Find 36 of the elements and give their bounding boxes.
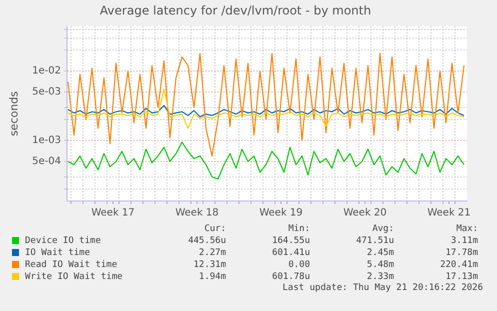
text: 2.33m [366,271,394,283]
legend-label: Write IO Wait time [24,271,124,283]
text: 601.41u [271,247,310,259]
text: 12.31m [192,259,226,271]
y-tick-label: 1e-03 [32,135,61,146]
text: 1.94m [198,271,226,283]
legend-label: Device IO time [24,235,102,247]
x-tick-label: Week 17 [91,208,135,219]
y-tick-label: 5e-04 [32,156,61,168]
chart-title: Average latency for /dev/lvm/root - by month [100,3,372,18]
text: 17.78m [444,247,478,259]
text: Last update: Thu May 21 20:16:22 2026 [282,283,483,293]
text: 17.13m [444,271,478,283]
legend-label: IO Wait time [24,247,92,259]
text: 445.56u [187,235,226,247]
x-tick-label: Week 19 [259,208,303,219]
text: 2.45m [366,247,394,259]
x-tick-label: Week 21 [427,208,471,219]
text: 471.51u [355,235,394,247]
text: Max: [455,223,478,235]
text: 220.41m [439,259,478,271]
text: 3.11m [450,235,478,247]
y-axis-title: seconds [7,90,20,136]
text: 2.27m [198,247,226,259]
x-tick-label: Week 18 [175,208,219,219]
text: Avg: [371,223,394,235]
x-tick-label: Week 20 [343,208,387,219]
text: 164.55u [271,235,310,247]
text: 5.48m [366,259,394,271]
text: Cur: [203,223,226,235]
text: 0.00 [287,259,310,271]
text: Min: [287,223,310,235]
y-tick-label: 5e-03 [32,86,61,98]
text: 601.78u [271,271,310,283]
y-tick-label: 1e-02 [32,66,61,77]
legend-label: Read IO Wait time [24,259,118,271]
